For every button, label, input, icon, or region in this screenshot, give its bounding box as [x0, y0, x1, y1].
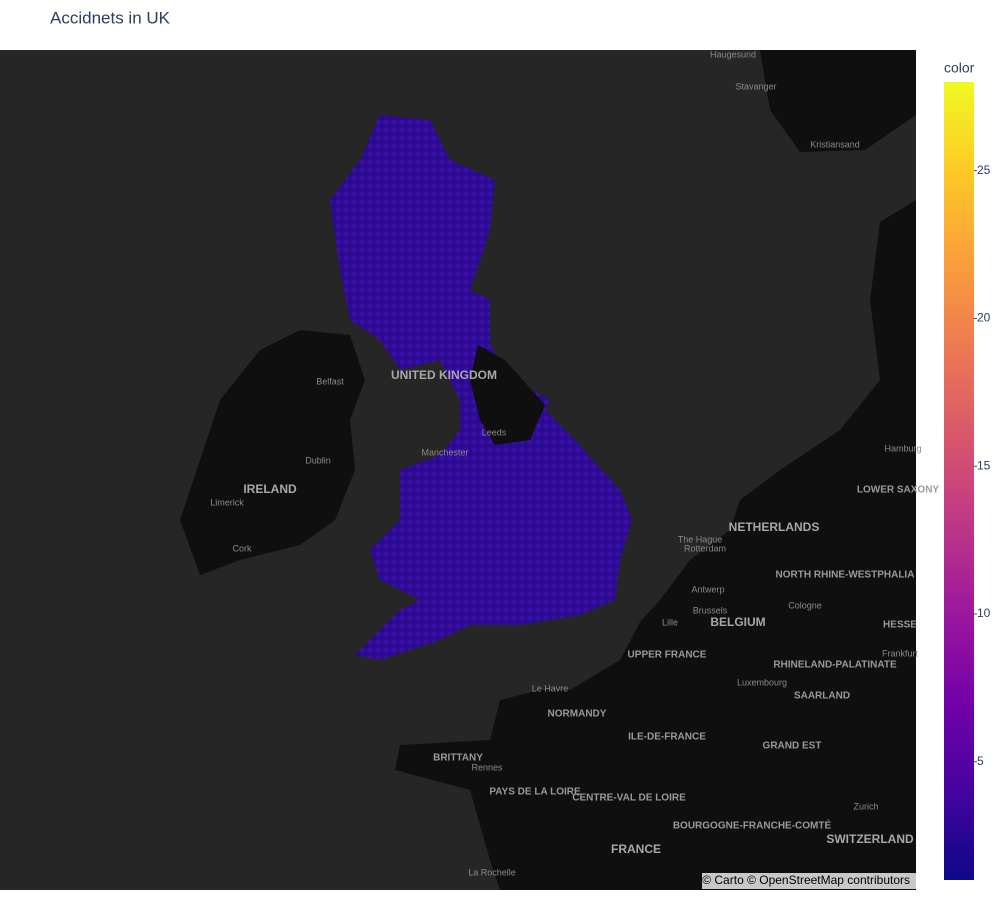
map-label: NETHERLANDS [729, 520, 820, 534]
map-label: Leeds [482, 427, 507, 437]
colorbar-tick-label: 15 [977, 458, 991, 472]
colorbar-tick-label: 5 [977, 754, 984, 768]
map-label: GRAND EST [763, 741, 822, 752]
map-label: Dublin [305, 455, 331, 465]
map-label: Kristiansand [810, 139, 860, 149]
colorbar-tick-label: 20 [977, 311, 991, 325]
colorbar-tick-label: 10 [977, 606, 991, 620]
colorbar-tick-label: 25 [977, 163, 991, 177]
colorbar: color [944, 60, 975, 880]
map-label: UNITED KINGDOM [391, 368, 497, 382]
land-continent [395, 200, 916, 890]
map-label: Limerick [210, 497, 244, 507]
map-label: NORMANDY [548, 709, 607, 720]
map-label: LOWER SAXONY [857, 485, 940, 496]
map-label: SWITZERLAND [826, 832, 914, 846]
map-label: Hamburg [884, 443, 921, 453]
map-label: Cork [232, 543, 252, 553]
land-norway [760, 50, 916, 152]
map-label: BELGIUM [710, 615, 765, 629]
land-northeast-england [470, 345, 545, 445]
map-label: FRANCE [611, 842, 661, 856]
colorbar-scale [944, 82, 974, 880]
attribution: © Carto © OpenStreetMap contributors [702, 873, 910, 887]
map-label: SAARLAND [794, 691, 850, 702]
map-label: Haugesund [710, 49, 756, 59]
map-label: Belfast [316, 376, 344, 386]
map[interactable]: Haugesund Stavanger Kristiansand UNITED KIN… [0, 49, 939, 890]
map-label: The Hague [678, 534, 723, 544]
map-label: La Rochelle [468, 867, 516, 877]
map-label: HESSE [883, 620, 917, 631]
map-label: Luxembourg [737, 677, 787, 687]
map-label: UPPER FRANCE [628, 650, 707, 661]
colorbar-title: color [944, 60, 975, 76]
chart-title: Accidnets in UK [50, 8, 171, 27]
map-label: NORTH RHINE-WESTPHALIA [776, 570, 915, 581]
map-label: BRITTANY [433, 753, 483, 764]
map-label: Lille [662, 617, 678, 627]
map-label: ILE-DE-FRANCE [628, 732, 706, 743]
map-label: IRELAND [243, 482, 297, 496]
map-label: Frankfurt [882, 648, 919, 658]
map-label: Rotterdam [684, 543, 726, 553]
map-label: Antwerp [691, 584, 724, 594]
map-label: PAYS DE LA LOIRE [489, 787, 581, 798]
map-label: Stavanger [735, 81, 776, 91]
map-label: Rennes [471, 762, 503, 772]
map-label: Brussels [693, 605, 728, 615]
land-ireland [180, 330, 365, 575]
map-label: Cologne [788, 600, 822, 610]
map-label: BOURGOGNE-FRANCHE-COMTÉ [673, 819, 832, 832]
map-label: CENTRE-VAL DE LOIRE [572, 793, 686, 804]
map-label: Zurich [853, 801, 878, 811]
attribution-bg [702, 873, 916, 889]
map-label: Manchester [421, 447, 468, 457]
map-label: Le Havre [532, 683, 569, 693]
map-label: RHINELAND-PALATINATE [773, 660, 897, 671]
